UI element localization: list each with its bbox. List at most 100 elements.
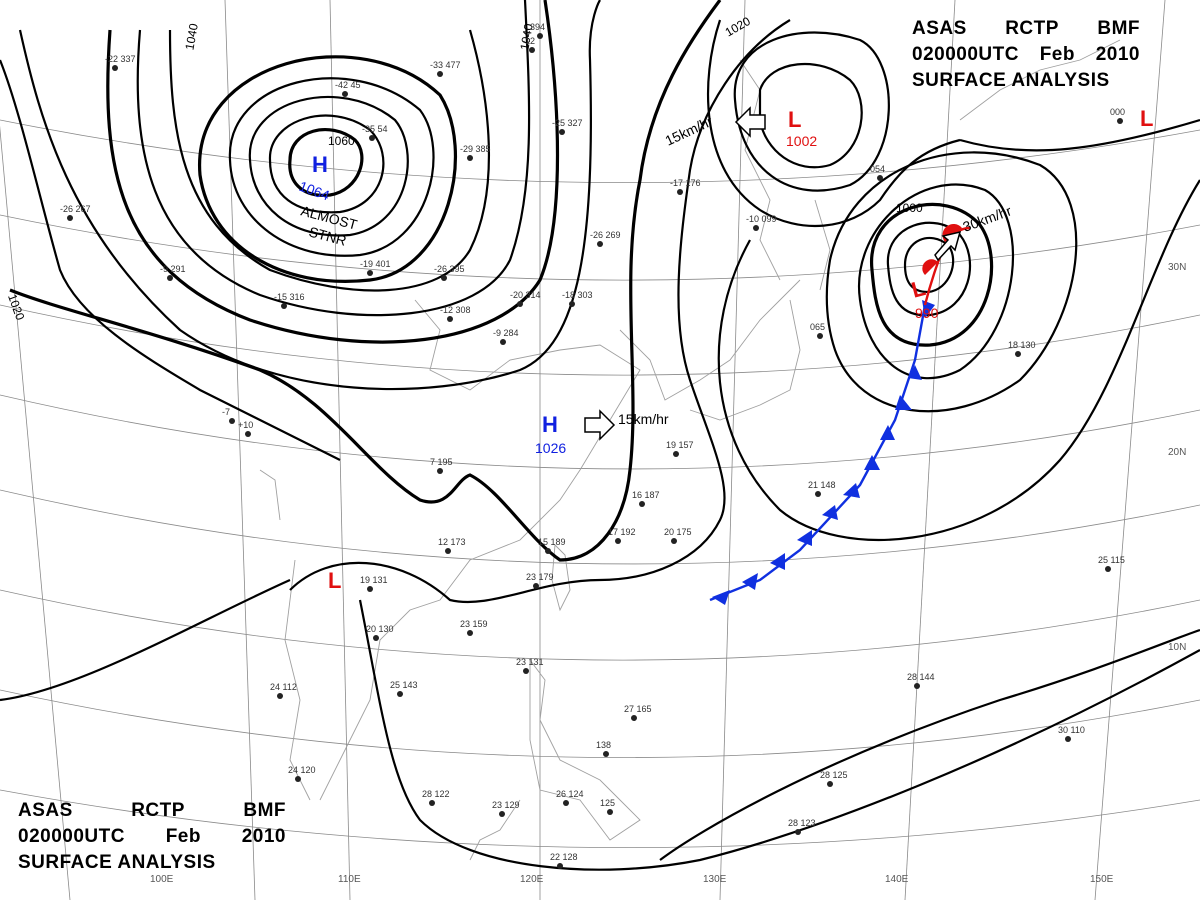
station-marker-icon [245,431,251,437]
station-label: 28 125 [820,770,848,780]
station-marker-icon [545,548,551,554]
station-marker-icon [815,491,821,497]
title-time: 020000UTC [18,826,125,847]
title-year: 2010 [1095,44,1140,65]
low-symbol: L [788,107,801,132]
station-label: -26 269 [590,230,621,240]
station-label: 125 [600,798,615,808]
station-marker-icon [500,339,506,345]
title-station: RCTP [1005,18,1059,39]
isobar-label-1020-b: 1020 [723,14,753,40]
station-label: -33 477 [430,60,461,70]
isobars [0,0,1200,871]
station-label: 28 122 [422,789,450,799]
station-marker-icon [112,65,118,71]
title-line-3: SURFACE ANALYSIS [912,70,1110,91]
station-marker-icon [603,751,609,757]
station-marker-icon [437,468,443,474]
high-symbol: H [312,152,328,177]
lon-label-100e: 100E [150,874,174,885]
lat-label-10n: 10N [1168,642,1186,653]
station-marker-icon [817,333,823,339]
title-product: ASAS [18,800,73,821]
station-plots: -22 337 -35 54 -42 45 -33 477 -29 385 -25 327… [60,22,1125,869]
high-symbol: H [542,412,558,437]
low-symbol: L [1140,106,1153,131]
station-marker-icon [615,538,621,544]
station-label: 24 112 [270,682,297,692]
station-label: 28 123 [788,818,816,828]
station-marker-icon [569,301,575,307]
title-line-2: 020000UTC Feb 2010 [912,42,1140,68]
station-label: 000 [1110,107,1125,117]
station-marker-icon [229,418,235,424]
station-label: 7 195 [430,457,453,467]
isobar-label-1040-b: 1040 [517,22,535,51]
isobar-label-1060: 1060 [328,134,355,148]
station-label: -12 [522,36,535,46]
station-label: -9 291 [160,264,186,274]
lon-label-110e: 110E [338,874,361,885]
title-time: 020000UTC [912,44,1019,65]
motion-arrow-icon [934,230,962,262]
title-line-2: 020000UTC Feb 2010 [18,824,286,850]
station-label: 26 124 [556,789,584,799]
title-code: BMF [243,800,286,821]
station-label: 22 128 [550,852,578,862]
title-product: ASAS [912,18,967,39]
station-marker-icon [639,501,645,507]
station-marker-icon [467,630,473,636]
station-marker-icon [1065,736,1071,742]
station-marker-icon [537,33,543,39]
station-marker-icon [671,538,677,544]
station-marker-icon [445,548,451,554]
station-label: -35 54 [362,124,388,134]
station-label: 16 187 [632,490,660,500]
station-marker-icon [533,583,539,589]
title-line-1: ASAS RCTP BMF [18,798,286,824]
station-label: -10 099 [746,214,777,224]
station-marker-icon [367,270,373,276]
station-marker-icon [429,800,435,806]
station-label: 25 143 [390,680,418,690]
station-label: -42 45 [335,80,361,90]
station-marker-icon [167,275,173,281]
pressure-center-low-gulf: L [328,568,341,593]
station-label: -12 308 [440,305,471,315]
station-marker-icon [677,189,683,195]
grid-labels: 100E 110E 120E 130E 140E 150E 30N 20N 10… [150,262,1186,885]
station-label: 15 189 [538,537,566,547]
station-label: -26 395 [434,264,465,274]
station-marker-icon [517,301,523,307]
station-marker-icon [447,316,453,322]
station-marker-icon [467,155,473,161]
station-marker-icon [597,241,603,247]
station-label: -20 314 [510,290,541,300]
station-marker-icon [795,829,801,835]
station-marker-icon [342,91,348,97]
station-label: 19 131 [360,575,388,585]
title-line-1: ASAS RCTP BMF [912,16,1140,42]
station-label: -26 267 [60,204,91,214]
station-label: +10 [238,420,253,430]
title-code: BMF [1097,18,1140,39]
motion-arrow-icon [584,409,616,441]
title-line-3: SURFACE ANALYSIS [18,852,216,873]
station-label: 054 [870,164,885,174]
lon-label-120e: 120E [520,874,544,885]
station-marker-icon [557,863,563,869]
station-marker-icon [559,129,565,135]
station-label: -9 284 [493,328,519,338]
title-year: 2010 [241,826,286,847]
station-marker-icon [563,800,569,806]
station-marker-icon [367,586,373,592]
station-marker-icon [1117,118,1123,124]
station-label: 138 [596,740,611,750]
lat-label-20n: 20N [1168,447,1186,458]
lon-label-150e: 150E [1090,874,1114,885]
station-marker-icon [753,225,759,231]
station-label: -22 337 [105,54,136,64]
station-marker-icon [281,303,287,309]
station-label: 17 192 [608,527,636,537]
station-label: 25 115 [1098,555,1125,565]
